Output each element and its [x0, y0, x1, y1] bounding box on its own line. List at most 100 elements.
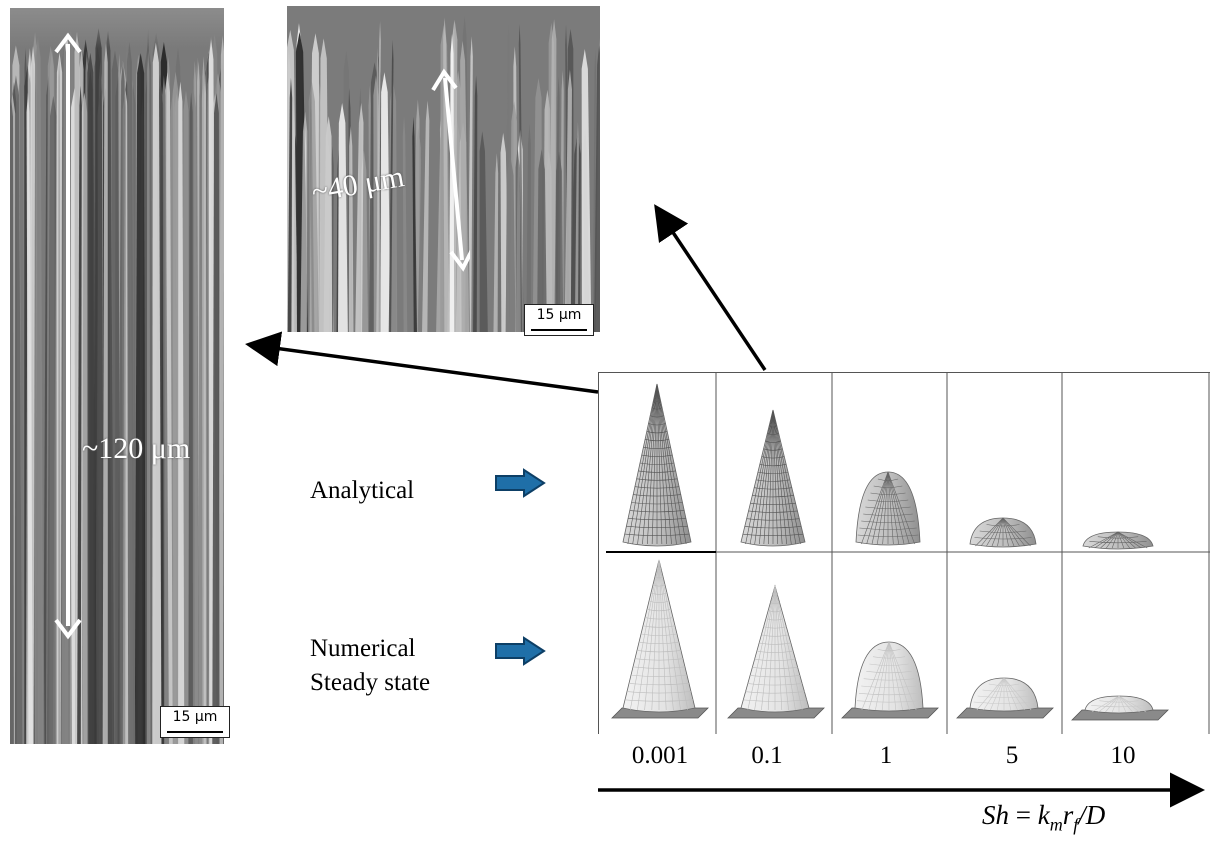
analytical-shapes [622, 383, 1154, 550]
mesh-spoke [976, 677, 1005, 711]
length-double-arrow-top [431, 68, 470, 272]
mesh-spoke [642, 383, 658, 545]
top-scale-label: 15 μm [536, 307, 582, 323]
mesh-spoke [658, 559, 667, 711]
grid-lines [598, 372, 1210, 734]
mesh-spoke [629, 559, 660, 711]
dendrite-streak [10, 96, 14, 744]
left-scale-label: 15 μm [172, 709, 218, 725]
dendrite-streak [46, 95, 57, 744]
dendrite-streak [479, 131, 488, 332]
mesh-spoke [1098, 695, 1120, 713]
mesh-spoke [656, 383, 682, 545]
top-micrograph [287, 6, 600, 332]
dendrite-streak [443, 17, 449, 332]
dendrite-streak [212, 93, 220, 744]
formula-tail: /D [1078, 800, 1106, 830]
mesh-spoke [1094, 531, 1119, 549]
mesh-spoke [632, 383, 658, 545]
dendrite-streak [323, 116, 333, 332]
mesh-spoke [1117, 531, 1136, 549]
row-label-numerical: Numerical [310, 635, 416, 662]
mesh-spoke [875, 641, 890, 711]
numerical-shapes [611, 559, 1169, 721]
formula-k: k [1037, 800, 1050, 830]
dendrite-streak [77, 85, 82, 744]
mesh-spoke [772, 409, 801, 545]
dendrite-streak [581, 49, 592, 332]
mesh-spoke [1105, 695, 1120, 713]
dendrite-streak [518, 24, 524, 332]
mesh-spoke [986, 517, 1004, 547]
dendrite-streak [515, 147, 523, 332]
row-label-steady-state: Steady state [310, 669, 431, 696]
mesh-spoke [1003, 677, 1012, 711]
mesh-spoke [763, 409, 774, 545]
mesh-spoke [1100, 531, 1119, 549]
mesh-spoke [1003, 677, 1032, 711]
mesh-spoke [658, 559, 674, 711]
mesh-spoke [887, 471, 910, 545]
mesh-spoke [881, 641, 890, 711]
arrow-to-left-image [245, 331, 599, 394]
dendrite-streak [188, 92, 193, 744]
dendrite-streak [117, 61, 125, 744]
mesh-spoke [1002, 517, 1026, 547]
mesh-spoke [1091, 695, 1120, 713]
formula-sh: Sh [982, 800, 1009, 830]
sh-value-3: 5 [1005, 742, 1019, 769]
sh-value-0: 0.001 [631, 742, 689, 769]
mesh-spoke [888, 641, 903, 711]
mesh-spoke [887, 471, 899, 545]
mesh-spoke [772, 409, 792, 545]
dendrite-streak [205, 55, 210, 744]
dendrite-streak [402, 115, 408, 332]
dendrite-streak [203, 73, 207, 744]
mesh-spoke [1088, 531, 1119, 549]
mesh-spoke [1106, 531, 1119, 549]
mesh-spoke [1117, 531, 1148, 549]
dendrite-streak [102, 42, 108, 744]
mesh-spoke [745, 409, 774, 545]
dendrite-streak [34, 38, 44, 744]
dendrite-streak [134, 53, 146, 744]
blue-arrow-numerical [495, 636, 546, 666]
sherwood-formula: Sh = kmrf/D [982, 800, 1105, 835]
mesh-spoke [997, 517, 1004, 547]
mesh-spoke [627, 383, 658, 545]
mesh-spoke [658, 559, 681, 711]
dendrite-streak [493, 153, 499, 332]
row-label-analytical: Analytical [310, 477, 415, 504]
dendrite-streak [473, 75, 478, 332]
dendrite-streak [537, 149, 547, 332]
mesh-spoke [772, 409, 788, 545]
arrow-to-top-image [654, 204, 767, 371]
dendrite-streak [422, 100, 430, 332]
dendrite-streak [144, 45, 154, 744]
top-micrograph-texture [287, 6, 600, 332]
mesh-spoke [772, 409, 797, 545]
dendrite-streak [338, 103, 348, 332]
base-plate [956, 707, 1054, 719]
mesh-spoke [887, 471, 915, 545]
dendrite-streak [58, 57, 61, 744]
dendrite-streak [526, 124, 531, 332]
dendrite-streak [26, 92, 34, 744]
dendrite-streak [373, 75, 382, 332]
dendrite-streak [300, 111, 308, 332]
mesh-spoke [646, 383, 658, 545]
mesh-spoke [1111, 695, 1120, 713]
dendrite-streak [162, 75, 169, 744]
dendrite-streak [287, 77, 293, 332]
mesh-spoke [991, 517, 1004, 547]
mesh-spoke [1003, 677, 1025, 711]
dendrite-streak [97, 95, 105, 744]
mesh-spoke [887, 471, 894, 545]
mesh-spoke [1117, 531, 1130, 549]
mesh-spoke [754, 409, 774, 545]
dendrite-streak [564, 69, 572, 332]
mesh-spoke [1118, 695, 1133, 713]
formula-m: m [1049, 814, 1063, 835]
mesh-spoke [983, 677, 1005, 711]
dendrite-streak [178, 81, 185, 744]
